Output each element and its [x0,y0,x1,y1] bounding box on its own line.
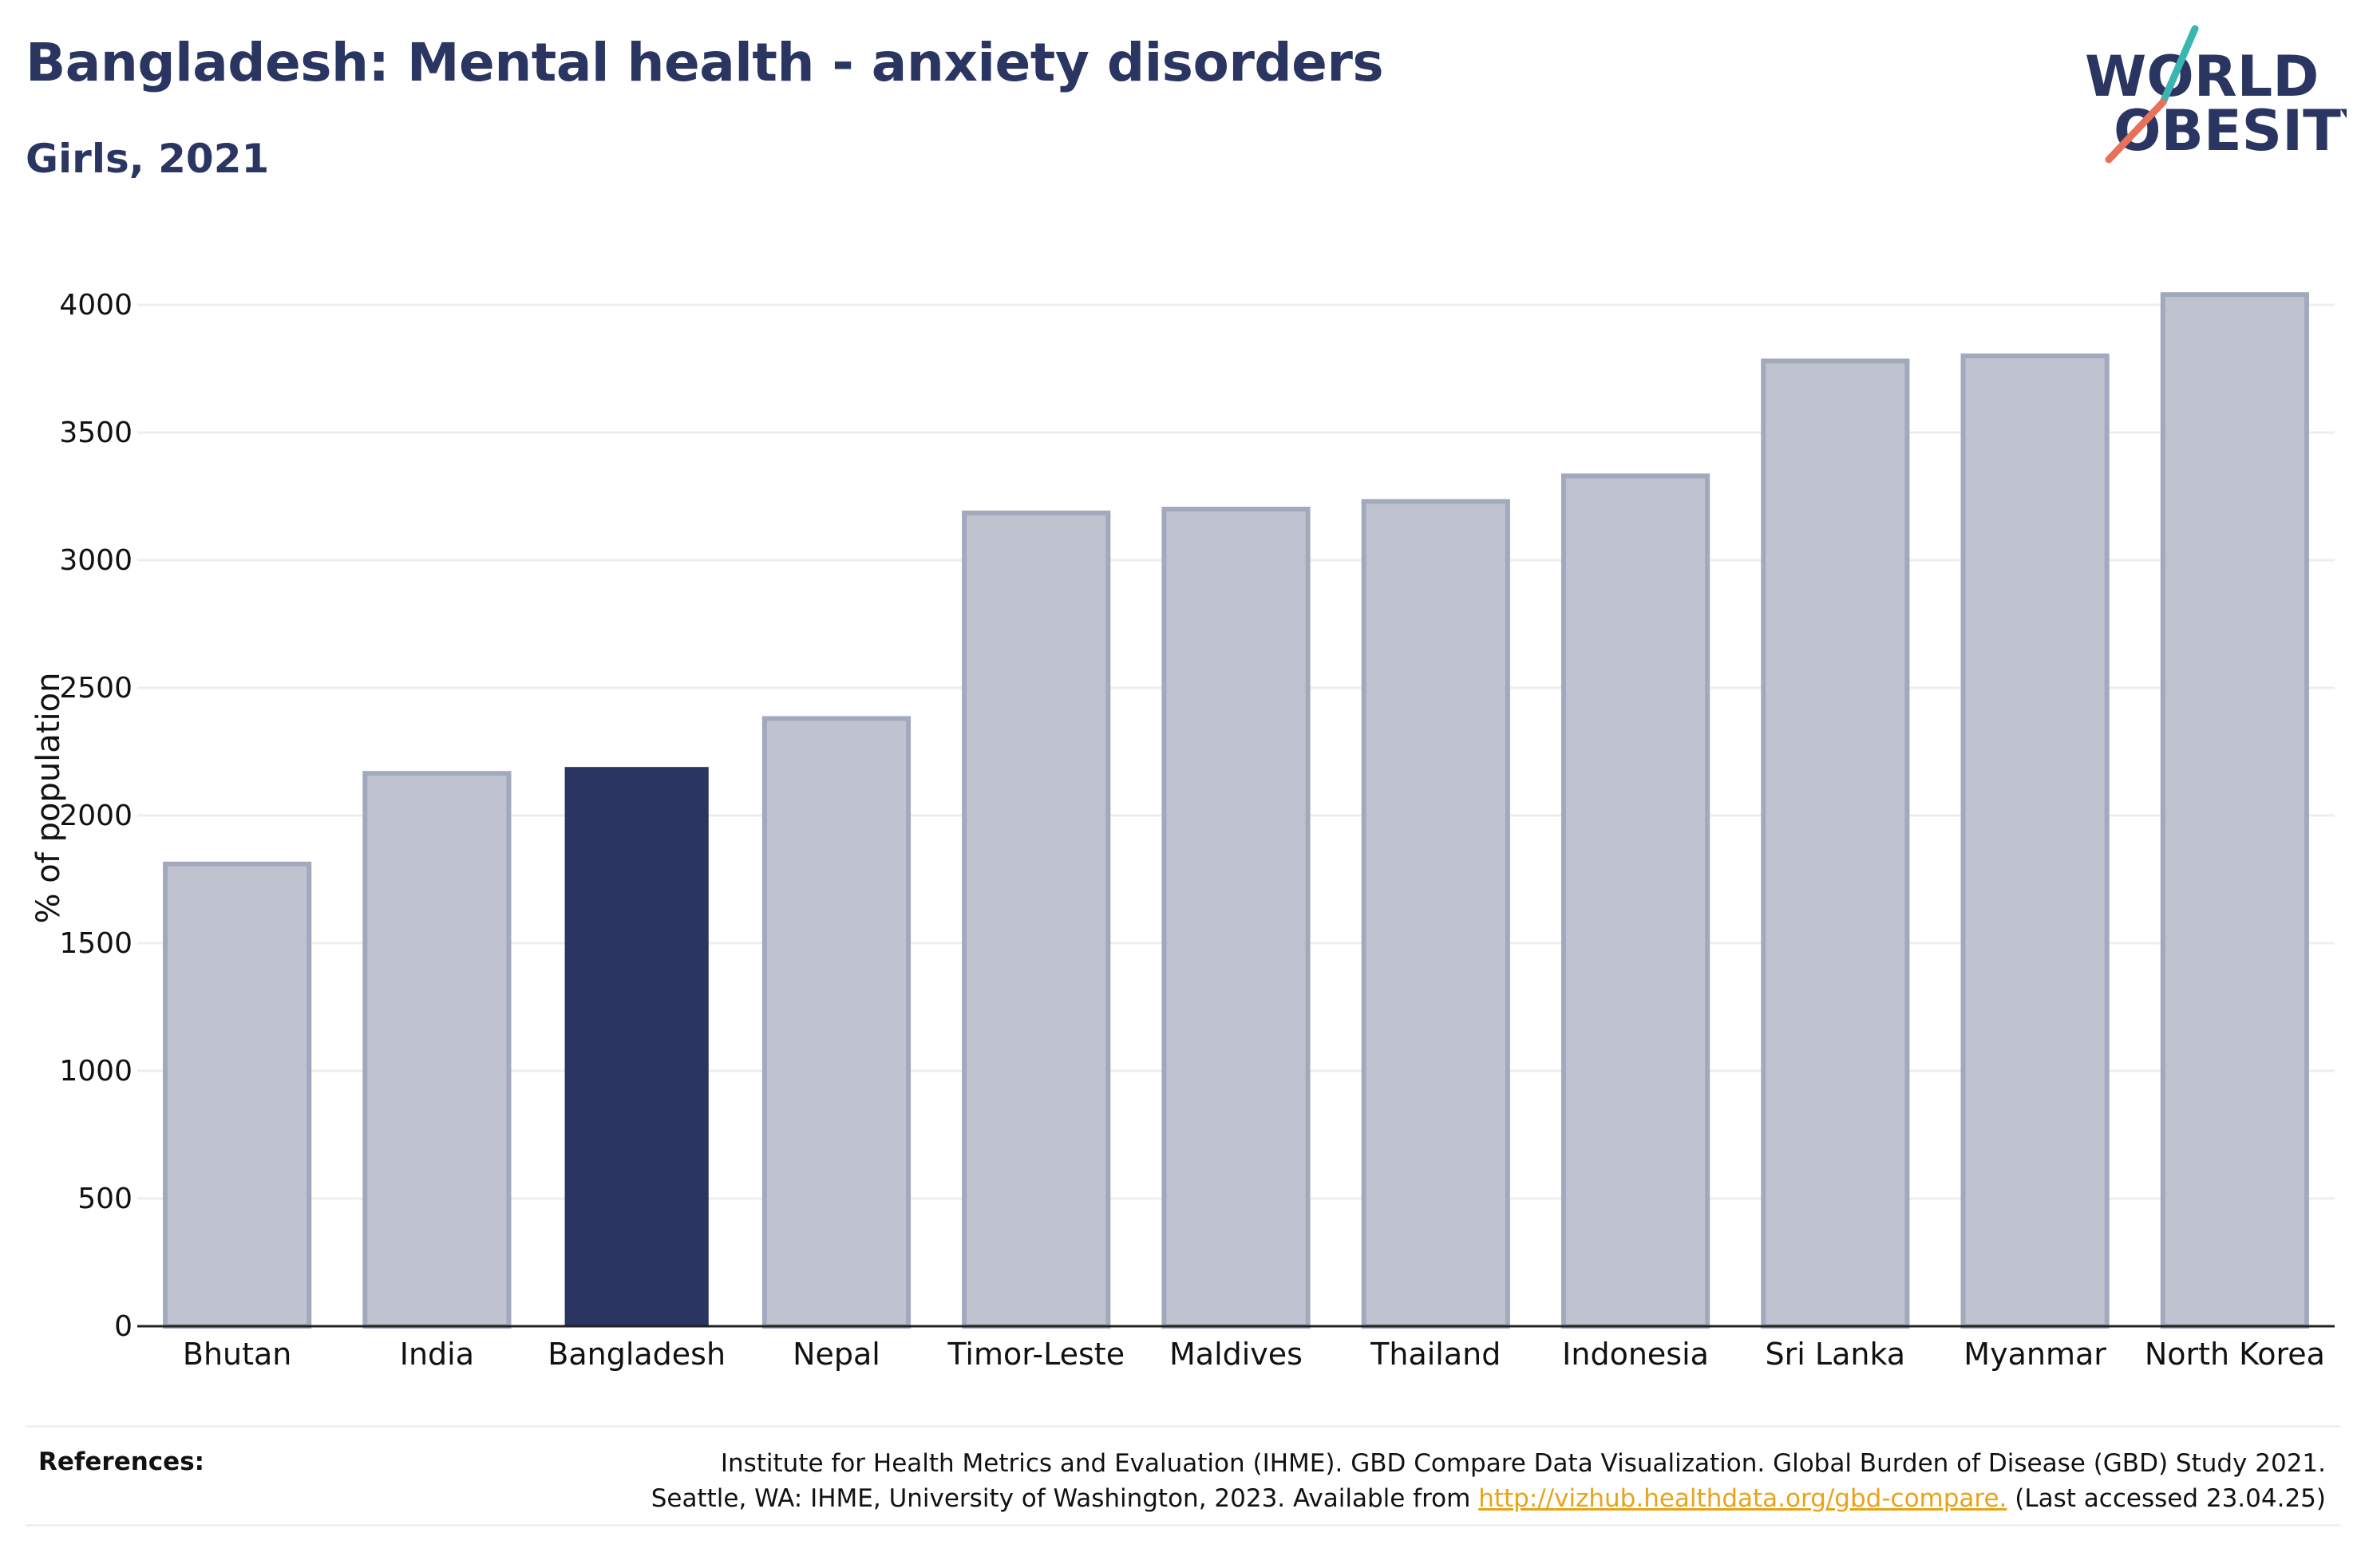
y-tick-label: 0 [114,1310,132,1343]
x-tick-label: Bangladesh [548,1337,726,1372]
x-tick-layer: Bhutan India Bangladesh Nepal Timor-Leste Mal… [183,1337,2325,1372]
references-line2: Seattle, WA: IHME, University of Washing… [490,1481,2326,1516]
references-label: References: [38,1448,204,1476]
bar-chart: 0 500 1000 1500 2000 2500 3000 3500 4000 Bhutan I… [0,0,2361,1568]
bar-myanmar[interactable] [1963,356,2106,1326]
bar-nepal[interactable] [765,718,908,1326]
y-tick-label: 1000 [59,1055,132,1088]
references-bottom-divider [26,1524,2340,1527]
bar-north-korea[interactable] [2163,294,2307,1326]
y-tick-label: 3000 [59,544,132,577]
bar-layer [165,294,2307,1326]
y-tick-layer: 0 500 1000 1500 2000 2500 3000 3500 4000 [59,289,132,1343]
x-tick-label: Myanmar [1964,1337,2106,1372]
x-tick-label: Maldives [1169,1337,1303,1372]
x-tick-label: Timor-Leste [947,1337,1125,1372]
references-text: Institute for Health Metrics and Evaluat… [490,1446,2326,1516]
y-tick-label: 3500 [59,417,132,449]
y-tick-label: 2500 [59,672,132,705]
bar-india[interactable] [365,773,508,1326]
y-axis-label: % of population [30,673,67,924]
y-tick-label: 2000 [59,800,132,832]
bar-bhutan[interactable] [165,864,309,1326]
bar-timor-leste[interactable] [964,513,1108,1326]
references-top-divider [26,1425,2340,1428]
x-tick-label: India [400,1337,474,1372]
references-line2-prefix: Seattle, WA: IHME, University of Washing… [651,1484,1478,1513]
x-tick-label: Sri Lanka [1766,1337,1906,1372]
bar-indonesia[interactable] [1564,476,1707,1326]
x-tick-label: Bhutan [183,1337,292,1372]
y-tick-label: 4000 [59,289,132,322]
bar-bangladesh[interactable] [565,767,709,1326]
bar-thailand[interactable] [1364,501,1508,1326]
x-tick-label: Thailand [1370,1337,1501,1372]
x-tick-label: North Korea [2145,1337,2325,1372]
x-tick-label: Nepal [793,1337,880,1372]
y-tick-label: 1500 [59,927,132,960]
references-line1: Institute for Health Metrics and Evaluat… [490,1446,2326,1481]
references-link[interactable]: http://vizhub.healthdata.org/gbd-compare… [1478,1484,2007,1513]
references-line2-suffix: (Last accessed 23.04.25) [2007,1484,2326,1513]
bar-maldives[interactable] [1164,509,1307,1326]
x-tick-label: Indonesia [1562,1337,1709,1372]
y-tick-label: 500 [77,1183,132,1215]
bar-sri-lanka[interactable] [1763,361,1907,1326]
